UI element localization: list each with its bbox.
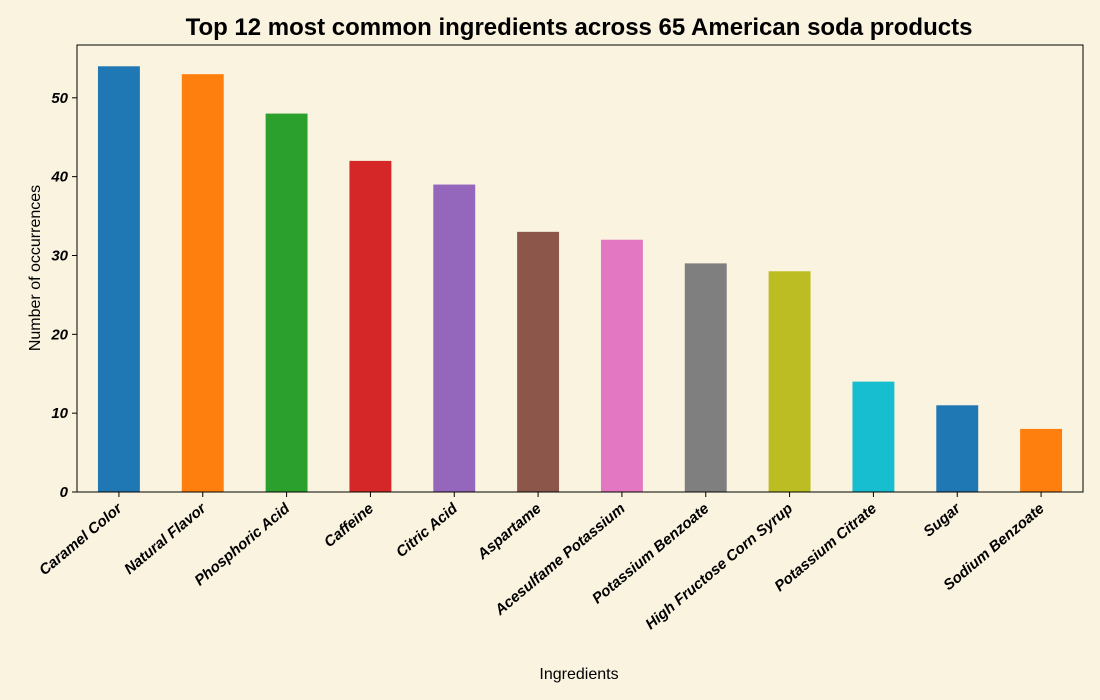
y-axis-label: Number of occurrences (27, 185, 44, 351)
y-tick-label: 50 (51, 90, 68, 107)
bar-aspartame (517, 231, 560, 493)
bar-citric-acid (433, 184, 476, 493)
y-tick-label: 10 (51, 405, 68, 422)
y-tick-label: 0 (60, 484, 69, 501)
bar-caramel-color (97, 66, 140, 493)
y-axis: 0 10 20 30 40 50 (50, 90, 77, 501)
bar-caffeine (349, 160, 392, 492)
bar-potassium-benzoate (684, 263, 727, 492)
y-tick-label: 40 (50, 169, 68, 186)
bar-phosphoric-acid (265, 113, 308, 492)
bar-natural-flavor (181, 74, 224, 492)
bar-potassium-citrate (852, 381, 895, 492)
bar-acesulfame-potassium (600, 239, 643, 492)
y-tick-label: 20 (50, 326, 68, 343)
chart-title: Top 12 most common ingredients across 65… (186, 14, 973, 41)
bar-sugar (936, 405, 979, 492)
x-axis-label: Ingredients (539, 666, 618, 683)
bar-high-fructose-corn-syrup (768, 271, 811, 492)
bars-group (97, 66, 1063, 493)
plot-frame (76, 44, 1084, 493)
bar-sodium-benzoate (1020, 428, 1063, 492)
y-tick-label: 30 (51, 247, 68, 264)
